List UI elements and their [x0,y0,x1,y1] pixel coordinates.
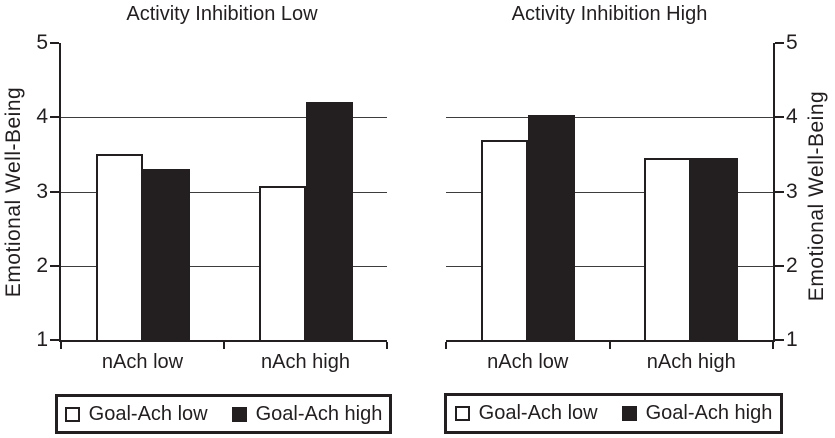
category-label-nach-low: nAch low [101,351,184,373]
bar-goal-ach-high-nach-low [142,169,190,340]
y-axis-tick [50,42,59,44]
legend-label: Goal-Ach high [255,402,383,425]
legend-swatch-black [621,406,637,421]
y-axis-tick-label: 5 [36,31,48,54]
bar-group-nach-high [610,43,774,340]
legend-swatch-white [454,406,470,421]
y-axis-tick-label: 3 [786,179,798,203]
y-axis-tick-label: 1 [786,328,798,351]
bar-group-nach-high [224,43,387,340]
gridline-y3 [61,191,387,193]
legend: Goal-Ach low Goal-Ach high [444,393,783,434]
legend-swatch-white [64,406,80,422]
y-axis-tick-label: 4 [36,105,48,129]
bar-goal-ach-low-nach-low [95,154,143,340]
y-axis-tick [50,116,59,119]
legend-entry-goal-ach-low: Goal-Ach low [454,402,598,425]
y-axis-tick [50,190,59,193]
plot-area: 1 2 3 4 5 nAch low nAch high [36,32,388,373]
y-axis-tick-label: 2 [786,253,798,277]
bar-goal-ach-low-nach-high [258,186,306,340]
legend-label: Goal-Ach high [645,402,773,424]
x-axis-tick [60,342,62,349]
plot-area: 1 2 3 4 5 nAch low nAch high [445,32,798,373]
y-axis-tick [775,264,784,267]
bar-goal-ach-low-nach-high [644,158,692,340]
panel-activity-inhibition-low: Activity Inhibition Low Emotional Well-B… [2,3,392,434]
panel-activity-inhibition-high: Activity Inhibition High Emotional Well-… [420,0,835,438]
category-label-nach-low: nAch low [487,351,569,373]
bar-goal-ach-low-nach-low [480,139,528,340]
y-axis-tick [775,42,784,44]
legend: Goal-Ach low Goal-Ach high [55,394,392,434]
y-axis-tick-label: 2 [36,253,48,277]
y-axis-tick [50,264,59,267]
category-label-nach-high: nAch high [646,351,736,373]
y-axis-tick-label: 1 [36,328,48,351]
x-axis-tick [386,342,388,349]
panel-title: Activity Inhibition Low [126,3,318,25]
x-axis-tick [772,342,774,349]
gridline-y3 [446,191,773,193]
gridline-y2 [446,265,773,267]
y-axis-tick [775,116,784,119]
x-axis-tick [445,342,447,349]
legend-label: Goal-Ach low [88,402,208,425]
legend-entry-goal-ach-high: Goal-Ach high [231,402,383,426]
bar-goal-ach-high-nach-high [305,102,353,340]
legend-entry-goal-ach-high: Goal-Ach high [621,402,773,425]
bar-goal-ach-high-nach-low [527,115,575,340]
y-axis-tick [775,339,784,341]
y-axis-tick-label: 3 [36,179,48,203]
x-axis-tick [223,342,225,349]
y-axis-tick [50,339,59,341]
gridline-y2 [61,265,387,267]
y-axis-tick [775,190,784,193]
y-axis-tick-label: 5 [786,31,798,54]
bar-goal-ach-high-nach-high [691,158,739,340]
x-axis-tick [608,342,611,349]
category-label-nach-high: nAch high [261,351,350,373]
legend-entry-goal-ach-low: Goal-Ach low [64,402,208,426]
gridline-y4 [446,117,773,119]
gridline-y4 [61,117,387,119]
panel-title: Activity Inhibition High [511,3,708,25]
bar-group-nach-low [61,43,224,340]
legend-label: Goal-Ach low [478,402,598,424]
bar-group-nach-low [446,43,610,340]
y-axis-tick-label: 4 [786,105,798,129]
legend-swatch-black [231,406,247,422]
